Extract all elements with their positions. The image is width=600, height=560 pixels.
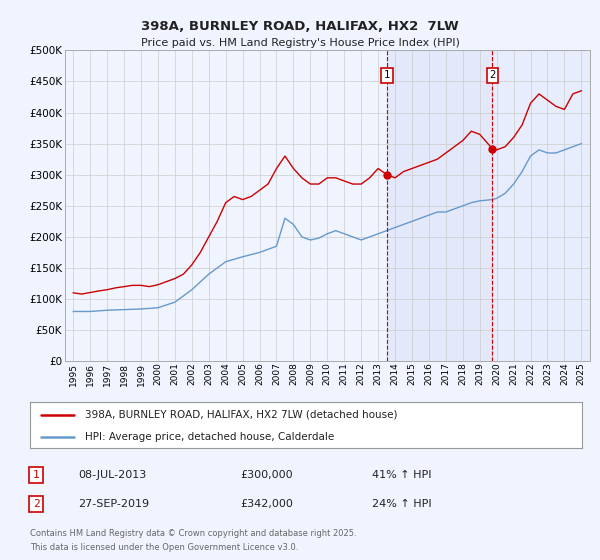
Text: 398A, BURNLEY ROAD, HALIFAX, HX2 7LW (detached house): 398A, BURNLEY ROAD, HALIFAX, HX2 7LW (de… (85, 410, 398, 420)
Text: HPI: Average price, detached house, Calderdale: HPI: Average price, detached house, Cald… (85, 432, 334, 441)
Text: 1: 1 (32, 470, 40, 480)
Text: Price paid vs. HM Land Registry's House Price Index (HPI): Price paid vs. HM Land Registry's House … (140, 38, 460, 48)
Text: £342,000: £342,000 (240, 499, 293, 509)
Bar (492, 50, 590, 361)
Text: 2: 2 (489, 70, 496, 80)
Text: This data is licensed under the Open Government Licence v3.0.: This data is licensed under the Open Gov… (30, 543, 298, 552)
Text: 2: 2 (32, 499, 40, 509)
Text: 398A, BURNLEY ROAD, HALIFAX, HX2  7LW: 398A, BURNLEY ROAD, HALIFAX, HX2 7LW (141, 20, 459, 32)
Text: 08-JUL-2013: 08-JUL-2013 (78, 470, 146, 480)
Text: Contains HM Land Registry data © Crown copyright and database right 2025.: Contains HM Land Registry data © Crown c… (30, 529, 356, 538)
Text: £300,000: £300,000 (240, 470, 293, 480)
Text: 1: 1 (384, 70, 390, 80)
Text: 24% ↑ HPI: 24% ↑ HPI (372, 499, 431, 509)
Bar (387, 50, 492, 361)
Text: 41% ↑ HPI: 41% ↑ HPI (372, 470, 431, 480)
Text: 27-SEP-2019: 27-SEP-2019 (78, 499, 149, 509)
